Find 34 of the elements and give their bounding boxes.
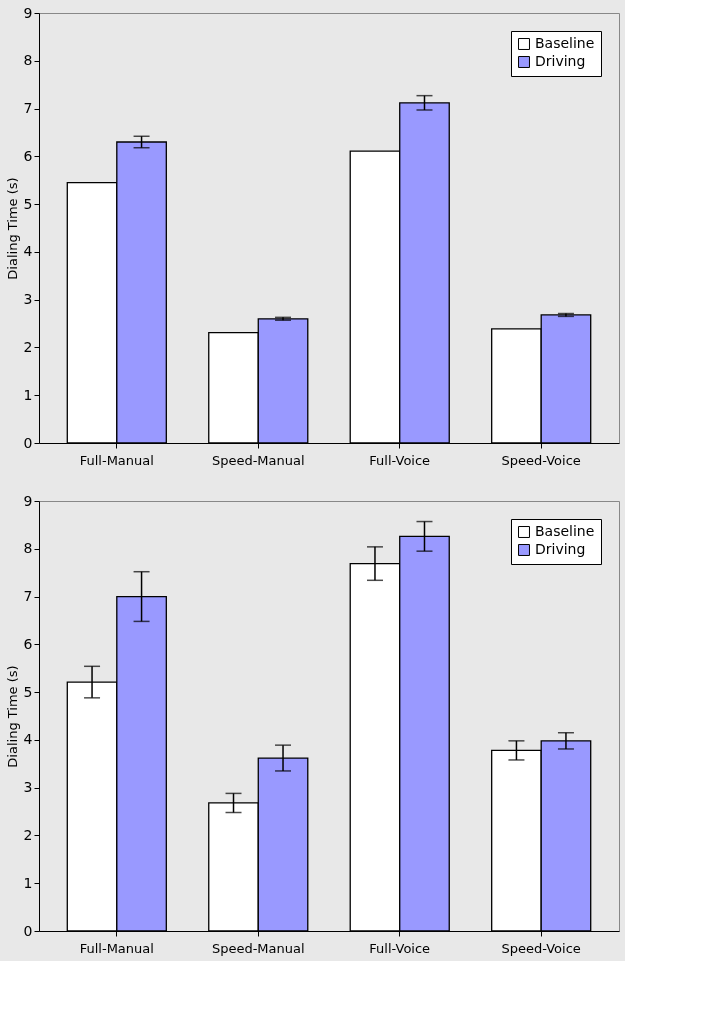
y-tick-label: 6 (23, 635, 33, 652)
x-tick-label: Full-Manual (79, 452, 154, 468)
x-tick-label: Speed-Voice (501, 940, 581, 956)
y-tick-label: 1 (23, 386, 33, 403)
y-axis-title: Dialing Time (s) (4, 177, 20, 280)
y-tick-label: 8 (23, 52, 33, 69)
y-tick-label: 5 (23, 683, 33, 700)
y-tick-label: 0 (23, 434, 33, 451)
y-axis-title: Dialing Time (s) (4, 665, 20, 768)
y-tick-label: 4 (23, 243, 33, 260)
x-tick-label: Full-Voice (369, 452, 431, 468)
legend-label: Driving (535, 53, 586, 69)
x-tick-label: Full-Voice (369, 940, 431, 956)
x-tick-label: Speed-Manual (211, 452, 305, 468)
x-tick-label: Speed-Manual (211, 940, 305, 956)
legend-label: Baseline (535, 523, 595, 539)
y-tick-label: 3 (23, 779, 33, 796)
y-tick-label: 0 (23, 922, 33, 939)
y-tick-label: 7 (23, 100, 33, 117)
y-tick-label: 2 (23, 826, 33, 843)
y-tick-label: 1 (23, 874, 33, 891)
y-tick-label: 3 (23, 291, 33, 308)
y-tick-label: 5 (23, 195, 33, 212)
legend-label: Driving (535, 541, 586, 557)
y-tick-label: 4 (23, 731, 33, 748)
y-tick-label: 7 (23, 588, 33, 605)
y-tick-label: 9 (23, 4, 33, 21)
y-tick-label: 2 (23, 338, 33, 355)
y-tick-label: 9 (23, 492, 33, 509)
y-tick-label: 6 (23, 147, 33, 164)
x-tick-label: Full-Manual (79, 940, 154, 956)
y-tick-label: 8 (23, 540, 33, 557)
x-tick-label: Speed-Voice (501, 452, 581, 468)
legend-label: Baseline (535, 35, 595, 51)
